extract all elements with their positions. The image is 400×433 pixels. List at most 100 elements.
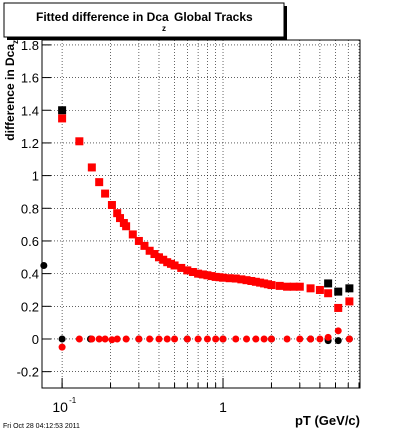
title-box xyxy=(3,2,285,38)
circle-marker xyxy=(171,335,179,343)
circle-marker xyxy=(183,335,191,343)
square-marker xyxy=(324,279,333,288)
circle-marker xyxy=(283,335,291,343)
square-marker xyxy=(334,287,343,296)
title-sub: z xyxy=(162,24,166,33)
circle-marker xyxy=(219,335,227,343)
x-tick-label: 10 xyxy=(52,399,68,415)
square-marker xyxy=(194,269,203,278)
y-tick-label: 0.4 xyxy=(21,267,39,282)
square-marker xyxy=(154,253,163,262)
square-marker xyxy=(231,274,240,283)
square-marker xyxy=(251,277,260,286)
square-marker xyxy=(295,282,304,291)
circle-marker xyxy=(75,335,83,343)
x-tick-sup: -1 xyxy=(69,396,77,405)
circle-marker xyxy=(113,335,121,343)
plot-frame xyxy=(41,39,361,389)
circle-marker xyxy=(243,335,251,343)
y-tick-label: 1.8 xyxy=(21,38,39,53)
square-marker xyxy=(203,271,212,280)
circle-marker xyxy=(345,335,353,343)
circle-marker xyxy=(58,335,66,343)
circle-marker xyxy=(296,335,304,343)
square-marker xyxy=(107,201,116,210)
y-tick-label: 1.2 xyxy=(21,136,39,151)
square-marker xyxy=(170,261,179,270)
square-marker xyxy=(198,270,207,279)
square-marker xyxy=(177,263,186,272)
circle-marker xyxy=(324,333,332,341)
square-marker xyxy=(247,276,256,285)
y-tick-label: 0.2 xyxy=(21,299,39,314)
title-rest: Global Tracks xyxy=(174,10,253,24)
chart-title: Fitted difference in Dca xyxy=(36,10,169,24)
circle-marker xyxy=(232,335,240,343)
square-marker xyxy=(75,137,84,146)
y-label-sub: z xyxy=(11,40,20,44)
circle-marker xyxy=(155,335,163,343)
square-marker xyxy=(58,114,67,123)
circle-marker xyxy=(95,335,103,343)
square-marker xyxy=(275,281,284,290)
circle-marker xyxy=(163,335,171,343)
square-marker xyxy=(324,289,333,298)
square-marker xyxy=(267,281,276,290)
square-marker xyxy=(188,268,197,276)
square-marker xyxy=(58,106,67,115)
plot-area: -0.2 0 0.2 0.4 0.6 0.8 1 1.2 1.4 1.6 1.8 10 -1 1 xyxy=(17,38,361,415)
square-marker xyxy=(306,284,315,293)
square-marker xyxy=(283,282,292,291)
title-main: Fitted difference in Dca xyxy=(36,10,169,24)
circle-marker xyxy=(307,335,315,343)
x-tick-label: 1 xyxy=(219,399,227,415)
square-marker xyxy=(140,241,149,250)
square-marker xyxy=(225,274,234,283)
y-tick-label: -0.2 xyxy=(17,365,39,380)
circle-marker xyxy=(58,343,66,351)
square-marker xyxy=(183,266,192,275)
y-tick-label: 0 xyxy=(32,332,39,347)
circle-marker xyxy=(252,335,260,343)
y-tick-label: 1 xyxy=(32,169,39,184)
square-marker xyxy=(345,297,354,306)
square-marker xyxy=(150,250,159,259)
square-marker xyxy=(242,276,251,285)
circle-marker xyxy=(316,335,324,343)
square-marker xyxy=(113,209,122,218)
square-marker xyxy=(95,178,104,187)
y-label-main: difference in Dca xyxy=(3,44,17,141)
circle-marker xyxy=(212,335,220,343)
circle-marker xyxy=(194,335,202,343)
square-marker xyxy=(219,273,228,282)
circle-marker xyxy=(40,261,48,269)
square-marker xyxy=(237,275,246,284)
circle-marker xyxy=(146,335,154,343)
y-tick-label: 0.8 xyxy=(21,201,39,216)
x-axis-label: pT (GeV/c) xyxy=(295,413,360,428)
square-marker xyxy=(134,236,143,245)
square-marker xyxy=(315,285,324,294)
square-marker xyxy=(101,189,110,198)
circle-marker xyxy=(334,337,342,345)
square-marker xyxy=(87,163,96,172)
square-marker xyxy=(345,284,354,293)
circle-marker xyxy=(267,335,275,343)
y-axis-label: difference in Dcaz xyxy=(3,40,20,141)
circle-marker xyxy=(135,335,143,343)
square-marker xyxy=(116,214,125,223)
y-tick-label: 0.6 xyxy=(21,234,39,249)
circle-marker xyxy=(108,336,116,344)
square-marker xyxy=(289,282,298,291)
y-tick-label: 1.4 xyxy=(21,103,39,118)
circle-marker xyxy=(203,335,211,343)
footer-date: Fri Oct 28 04:12:53 2011 xyxy=(3,423,80,430)
circle-marker xyxy=(101,335,109,343)
circle-marker xyxy=(260,335,268,343)
y-tick-label: 1.6 xyxy=(21,71,39,86)
square-marker xyxy=(334,303,343,312)
square-marker xyxy=(122,222,131,231)
square-marker xyxy=(145,246,154,255)
square-marker xyxy=(128,230,137,239)
